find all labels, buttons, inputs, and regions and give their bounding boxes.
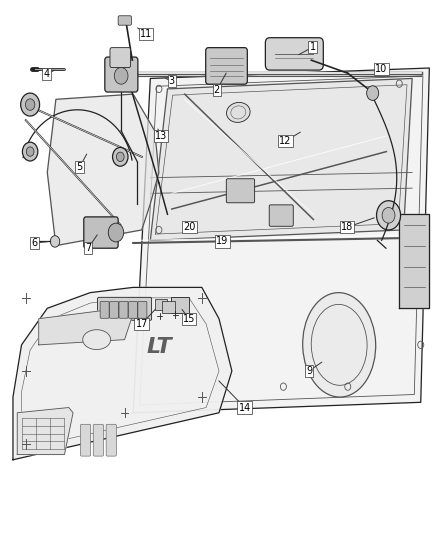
Text: 6: 6 [32,238,38,248]
FancyBboxPatch shape [155,299,167,310]
Text: 13: 13 [155,131,167,141]
Circle shape [113,148,128,166]
Polygon shape [13,287,232,460]
FancyBboxPatch shape [105,57,138,92]
Circle shape [114,68,128,84]
Polygon shape [47,94,159,246]
Circle shape [382,207,395,223]
FancyBboxPatch shape [84,217,118,248]
Circle shape [108,223,124,242]
Ellipse shape [303,293,376,397]
Text: 17: 17 [135,319,148,329]
FancyBboxPatch shape [110,47,131,68]
Text: 9: 9 [306,366,312,376]
Polygon shape [399,214,429,308]
FancyBboxPatch shape [93,424,103,456]
FancyBboxPatch shape [162,302,175,313]
Text: 5: 5 [76,162,83,172]
Text: 1: 1 [310,42,316,52]
FancyBboxPatch shape [119,302,128,318]
Circle shape [50,236,60,247]
Circle shape [25,99,35,110]
Polygon shape [39,308,133,345]
Text: 4: 4 [43,69,49,79]
Text: 2: 2 [214,85,220,95]
Polygon shape [150,78,412,240]
FancyBboxPatch shape [138,302,147,318]
Text: 15: 15 [183,314,195,324]
Ellipse shape [83,330,111,350]
Text: 10: 10 [375,64,387,74]
Text: 20: 20 [184,222,196,232]
Polygon shape [133,68,429,413]
Text: 19: 19 [216,237,229,246]
Text: 18: 18 [341,222,353,232]
Text: LC: LC [43,327,64,342]
FancyBboxPatch shape [265,38,323,70]
Text: 11: 11 [140,29,152,39]
FancyBboxPatch shape [80,424,91,456]
Circle shape [367,86,379,100]
FancyBboxPatch shape [171,297,189,313]
Text: 3: 3 [169,76,175,86]
FancyBboxPatch shape [110,302,119,318]
Circle shape [21,93,39,116]
FancyBboxPatch shape [106,424,117,456]
Ellipse shape [226,102,250,123]
Text: 12: 12 [279,136,292,146]
Circle shape [377,201,401,230]
Circle shape [22,142,38,161]
FancyBboxPatch shape [226,179,254,203]
FancyBboxPatch shape [206,47,247,84]
Text: 14: 14 [239,402,251,413]
Text: LT: LT [146,337,172,358]
FancyBboxPatch shape [100,302,109,318]
Polygon shape [17,408,73,455]
Text: 7: 7 [85,243,91,253]
Circle shape [26,147,34,156]
Circle shape [117,152,124,161]
FancyBboxPatch shape [128,302,138,318]
FancyBboxPatch shape [118,16,131,25]
FancyBboxPatch shape [98,297,152,320]
FancyBboxPatch shape [269,205,293,227]
